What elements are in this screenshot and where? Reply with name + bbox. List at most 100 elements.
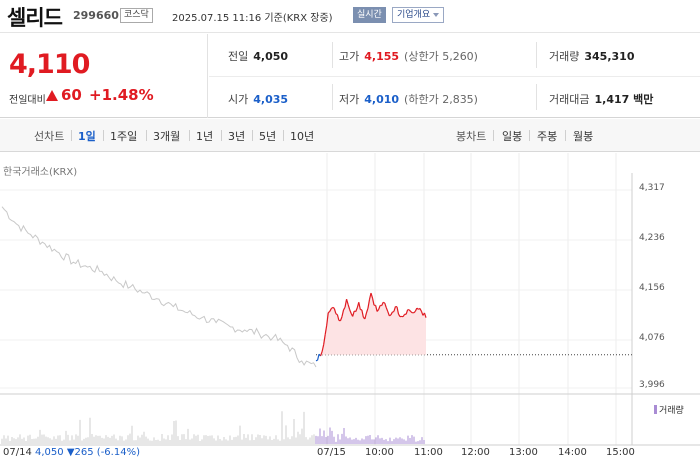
tab-daily-candle[interactable]: 일봉 (502, 130, 523, 143)
x-tick-label: 15:00 (606, 447, 635, 458)
today-series-segment (365, 308, 369, 314)
today-series-segment (410, 311, 413, 314)
today-series-segment (378, 305, 381, 310)
tab-10year[interactable]: 10년 (290, 130, 315, 143)
amount-label: 거래대금 (549, 93, 590, 106)
stock-name: 셀리드 (7, 6, 63, 30)
lower-limit: (하한가 2,835) (404, 93, 478, 106)
today-series-segment (352, 310, 355, 317)
y-tick-label: 3,996 (639, 380, 665, 390)
open-label: 시가 (228, 93, 249, 106)
price-chart[interactable]: 한국거래소(KRX) 4,317 4,236 4,156 4,076 3,996… (0, 153, 700, 465)
y-tick-label: 4,236 (639, 233, 665, 243)
today-series-segment (327, 310, 331, 314)
tab-1day[interactable]: 1일 (78, 130, 96, 143)
chart-tab-bar: 선차트 1일 1주일 3개월 1년 3년 5년 10년 봉차트 일봉 주봉 월봉 (0, 119, 700, 152)
today-series-segment (323, 334, 326, 345)
tab-divider (565, 130, 566, 141)
today-series-segment (341, 309, 345, 317)
amount-cell: 거래대금 1,417 백만 (549, 91, 653, 107)
today-series-segment (397, 313, 401, 317)
tab-5year[interactable]: 5년 (259, 130, 277, 143)
company-overview-label: 기업개요 (397, 10, 431, 20)
tab-monthly-candle[interactable]: 월봉 (573, 130, 594, 143)
today-series-segment (389, 314, 392, 317)
today-series-segment (329, 308, 332, 312)
quote-col-divider (536, 42, 537, 68)
volume-legend-label: 거래량 (659, 406, 684, 416)
x-tick-label: 14:00 (558, 447, 587, 458)
x-tick-label: 10:00 (365, 447, 394, 458)
volume-swatch (654, 405, 657, 414)
tab-divider (221, 130, 222, 141)
tab-divider (283, 130, 284, 141)
y-tick-label: 4,156 (639, 283, 665, 293)
stock-header: 셀리드 299660 코스닥 2025.07.15 11:16 기준(KRX 장… (0, 0, 700, 33)
prev-day-date: 07/14 (3, 447, 32, 458)
x-tick-label: 13:00 (509, 447, 538, 458)
change-percent: +1.48% (89, 86, 154, 104)
today-series-segment (376, 309, 380, 312)
quote-col-divider (536, 84, 537, 110)
amount-value: 1,417 백만 (594, 93, 654, 106)
prev-day-close: 4,050 (35, 447, 64, 458)
today-series-segment (358, 302, 361, 310)
y-tick-label: 4,317 (639, 183, 665, 193)
open-cell: 시가 4,035 (228, 91, 288, 107)
stock-code: 299660 (73, 9, 119, 22)
today-series-segment (408, 309, 412, 312)
tab-divider (146, 130, 147, 141)
today-series-segment (333, 308, 337, 314)
realtime-button[interactable]: 실시간 (353, 7, 386, 23)
tab-divider (529, 130, 530, 141)
today-series-segment (324, 325, 328, 335)
tab-1week[interactable]: 1주일 (110, 130, 138, 143)
upper-limit: (상한가 5,260) (404, 50, 478, 63)
open-value: 4,035 (253, 93, 289, 106)
today-series-segment (413, 310, 416, 314)
tab-3year[interactable]: 3년 (228, 130, 246, 143)
tab-divider (493, 130, 494, 141)
low-value: 4,010 (364, 93, 400, 106)
prev-close-label: 전일 (228, 50, 249, 63)
company-overview-dropdown[interactable]: 기업개요 (392, 7, 445, 23)
today-series-area (316, 293, 426, 355)
prev-day-series-line (1, 206, 317, 368)
today-series-segment (393, 306, 397, 312)
high-value: 4,155 (364, 50, 400, 63)
today-series-segment (326, 312, 329, 326)
today-series-segment (347, 304, 351, 310)
today-series-segment (339, 316, 343, 321)
current-price: 4,110 (9, 49, 90, 80)
prev-day-info: 07/14 4,050 ▼265 (-6.14%) (3, 447, 140, 458)
up-arrow-icon (46, 90, 58, 101)
volume-value: 345,310 (584, 50, 635, 63)
today-series-segment (416, 307, 419, 310)
today-series-segment (385, 307, 389, 312)
tab-weekly-candle[interactable]: 주봉 (537, 130, 558, 143)
volume-cell: 거래량 345,310 (549, 48, 634, 64)
today-series-segment (367, 299, 371, 309)
today-series-segment (384, 302, 387, 308)
high-label: 고가 (339, 50, 360, 63)
today-series-segment (330, 306, 334, 310)
today-series-segment (419, 308, 422, 312)
today-series-segment (345, 299, 349, 305)
volume-label: 거래량 (549, 50, 580, 63)
candle-chart-label: 봉차트 (456, 130, 487, 143)
volume-legend: 거래량 (654, 403, 684, 416)
tab-1year[interactable]: 1년 (196, 130, 214, 143)
prev-day-change: ▼265 (-6.14%) (66, 447, 140, 458)
today-series-segment (375, 305, 378, 312)
today-series-segment (349, 309, 352, 314)
low-label: 저가 (339, 93, 360, 106)
today-series-segment (387, 311, 390, 317)
today-series-segment (381, 302, 384, 306)
line-chart-label: 선차트 (34, 130, 65, 143)
tab-3month[interactable]: 3개월 (153, 130, 181, 143)
high-cell: 고가 4,155 (상한가 5,260) (339, 48, 478, 64)
today-series-segment (315, 359, 318, 362)
tab-divider (189, 130, 190, 141)
tab-divider (71, 130, 72, 141)
today-series-segment (370, 292, 374, 299)
